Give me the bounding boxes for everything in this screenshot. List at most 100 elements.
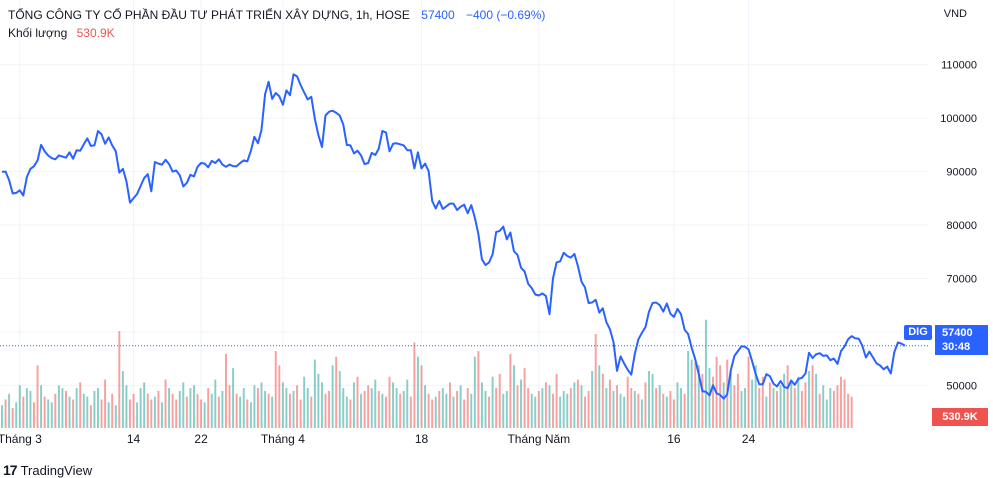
volume-bar	[665, 396, 668, 428]
volume-bar	[356, 376, 359, 428]
volume-bar	[200, 399, 203, 428]
volume-bar	[68, 396, 71, 428]
x-tick-label: Tháng 3	[0, 432, 42, 446]
volume-bar	[164, 379, 167, 428]
volume-bar	[804, 382, 807, 428]
volume-bar	[224, 353, 227, 428]
volume-bar	[797, 376, 800, 428]
volume-bar	[150, 399, 153, 428]
volume-bar	[598, 365, 601, 428]
volume-bar	[672, 399, 675, 428]
volume-bar	[61, 388, 64, 428]
volume-bar	[495, 388, 498, 428]
volume-bar	[182, 382, 185, 428]
volume-bar	[402, 390, 405, 428]
volume-bar	[235, 393, 238, 428]
volume-bar	[217, 396, 220, 428]
volume-bar	[360, 393, 363, 428]
volume-bar	[484, 390, 487, 428]
volume-bar	[331, 365, 334, 428]
volume-bar	[751, 379, 754, 428]
volume-bar	[712, 376, 714, 428]
volume-bar	[43, 396, 46, 428]
legend-symbol[interactable]: TỔNG CÔNG TY CỔ PHẦN ĐẦU TƯ PHÁT TRIỂN X…	[8, 8, 410, 22]
volume-bar	[114, 405, 117, 428]
volume-bar	[242, 388, 245, 428]
volume-bar	[18, 385, 21, 428]
volume-bar	[701, 373, 704, 428]
volume-bar	[171, 393, 174, 428]
volume-bar	[221, 390, 224, 428]
volume-bar	[136, 402, 139, 428]
volume-bar	[260, 382, 263, 428]
x-tick-label: 14	[127, 432, 141, 446]
volume-bar	[168, 388, 171, 428]
volume-bar	[8, 393, 11, 428]
bar-countdown: 30:48	[942, 341, 971, 353]
volume-bar	[733, 385, 736, 428]
legend-volume-label[interactable]: Khối lượng	[8, 26, 68, 40]
volume-bar	[488, 396, 491, 428]
volume-bar	[786, 365, 789, 428]
volume-bar	[267, 393, 270, 428]
volume-bar	[292, 390, 295, 428]
volume-bar	[82, 393, 85, 428]
volume-bar	[694, 362, 697, 428]
volume-bar	[384, 396, 387, 428]
volume-bar	[40, 385, 43, 428]
volume-bar	[416, 356, 419, 428]
volume-bar	[573, 382, 576, 428]
time-axis: Tháng 3 14 22 Tháng 4 18 Tháng Năm 16 24	[0, 432, 756, 446]
volume-bar	[608, 379, 611, 428]
volume-bar	[541, 388, 544, 428]
volume-bar	[445, 393, 448, 428]
volume-bar	[502, 393, 505, 428]
volume-bar	[363, 390, 366, 428]
volume-bar	[498, 373, 501, 428]
volume-bar	[587, 390, 590, 428]
volume-bar	[335, 356, 338, 428]
volume-bar	[281, 382, 284, 428]
volume-bar	[441, 388, 444, 428]
volume-bar	[317, 373, 320, 428]
tradingview-logo[interactable]: 17 TradingView	[3, 462, 92, 478]
volume-bar	[392, 382, 395, 428]
volume-bar	[189, 388, 192, 428]
volume-bar	[338, 371, 341, 428]
volume-bar	[470, 393, 473, 428]
volume-bar	[349, 399, 352, 428]
volume-bar	[324, 393, 327, 428]
volume-bar	[747, 356, 750, 428]
volume-bar	[591, 371, 594, 428]
x-tick-label: 16	[667, 432, 681, 446]
volume-bar	[658, 385, 661, 428]
tradingview-logo-text: TradingView	[20, 462, 93, 478]
volume-bar	[552, 393, 555, 428]
volume-bar	[680, 388, 683, 428]
volume-bar	[296, 385, 299, 428]
volume-bar	[100, 399, 103, 428]
volume-bar	[534, 396, 537, 428]
volume-bar	[512, 365, 515, 428]
volume-bar	[36, 365, 39, 428]
volume-bar	[157, 390, 160, 428]
volume-bar	[125, 385, 128, 428]
volume-bar	[623, 396, 626, 428]
price-line-series	[1, 73, 906, 400]
volume-bar	[111, 393, 114, 428]
volume-bar	[409, 396, 412, 428]
volume-bar	[783, 373, 786, 428]
volume-bar	[50, 402, 53, 428]
volume-bar	[818, 393, 821, 428]
y-tick-label: 90000	[946, 167, 977, 179]
legend-price: 57400	[421, 8, 455, 22]
volume-bar	[584, 396, 587, 428]
volume-bar	[740, 390, 743, 428]
volume-bar	[840, 376, 842, 428]
volume-bar	[214, 379, 217, 428]
volume-bar	[463, 399, 466, 428]
volume-bar	[178, 390, 181, 428]
volume-bar	[306, 388, 309, 428]
volume-bar	[285, 388, 288, 428]
